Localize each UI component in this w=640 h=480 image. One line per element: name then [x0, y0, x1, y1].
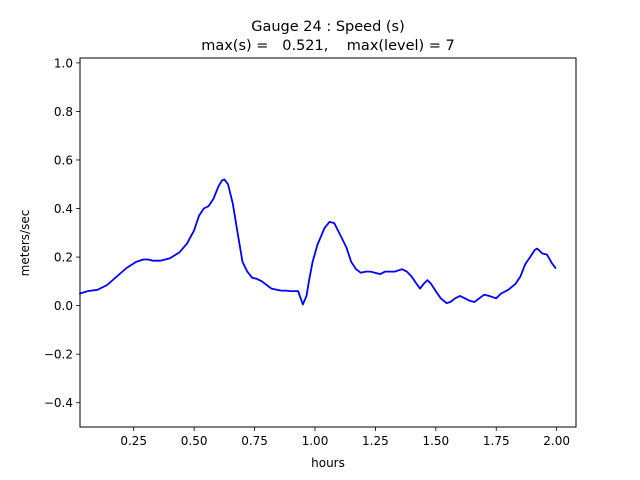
y-tick-label: −0.4: [44, 396, 73, 410]
x-tick-label: 0.75: [241, 434, 268, 448]
x-tick-label: 1.50: [422, 434, 449, 448]
x-tick-label: 0.25: [120, 434, 147, 448]
chart-subtitle: max(s) = 0.521, max(level) = 7: [201, 38, 455, 54]
y-tick-label: 0.2: [54, 251, 73, 265]
axes-frame: [79, 57, 577, 428]
x-tick-label: 1.25: [362, 434, 389, 448]
plot-area: [79, 178, 557, 306]
y-tick-label: 0.4: [54, 202, 73, 216]
x-tick-label: 1.75: [483, 434, 510, 448]
x-tick-label: 1.00: [302, 434, 329, 448]
y-tick-label: 0.8: [54, 105, 73, 119]
chart-title: Gauge 24 : Speed (s): [251, 19, 405, 35]
series-line-speed: [79, 178, 557, 306]
x-tick-label: 2.00: [543, 434, 570, 448]
y-tick-label: 1.0: [54, 56, 73, 70]
x-axis-label: hours: [311, 456, 345, 470]
y-tick-label: 0.0: [54, 299, 73, 313]
x-tick-label: 0.50: [181, 434, 208, 448]
y-axis-label: meters/sec: [18, 210, 32, 277]
y-tick-label: 0.6: [54, 153, 73, 167]
axis-ticks: 0.25 0.50 0.75 1.00 1.25 1.50 1.75 2.00 −0.4 −0.2…: [44, 56, 570, 448]
y-tick-label: −0.2: [44, 348, 73, 362]
